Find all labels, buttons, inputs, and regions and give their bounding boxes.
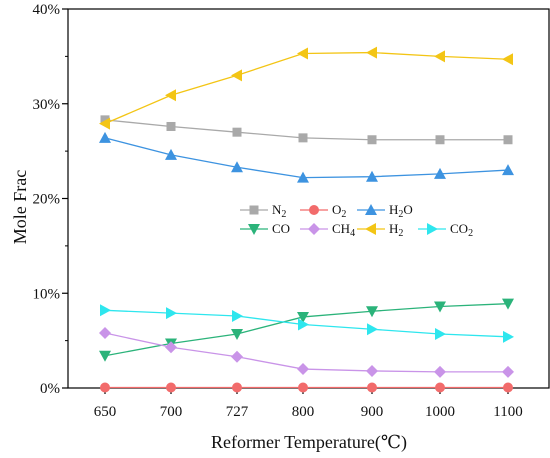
x-tick-label: 800: [292, 404, 315, 420]
x-axis-title: Reformer Temperature(℃): [211, 432, 407, 453]
y-tick-label: 30%: [33, 97, 61, 113]
data-point-ch4: [502, 365, 514, 378]
data-point-h2: [165, 89, 176, 102]
legend: N2 O2 H2O CO CH4 H2 CO2: [240, 202, 473, 239]
series-line-h2: [104, 51, 509, 125]
legend-item-ch4: CH4: [300, 221, 355, 239]
legend-label-co: CO: [272, 221, 290, 236]
legend-item-n2: N2: [240, 202, 286, 220]
y-axis-title: Mole Frac: [10, 170, 30, 244]
data-point-o2: [503, 382, 513, 393]
legend-marker-h2o: [365, 204, 377, 215]
data-point-n2: [435, 135, 445, 145]
data-point-ch4: [99, 327, 111, 340]
legend-marker-o2: [309, 205, 319, 215]
legend-marker-h2: [365, 223, 376, 235]
data-point-n2: [100, 115, 110, 125]
data-point-h2o: [99, 131, 111, 143]
series-lines: [104, 51, 509, 389]
data-point-n2: [503, 135, 513, 145]
data-point-co2: [166, 307, 177, 320]
data-point-h2: [366, 46, 377, 59]
data-point-co: [99, 350, 111, 362]
data-point-o2: [367, 382, 377, 393]
y-tick-label: 20%: [33, 192, 61, 208]
data-point-co2: [435, 327, 446, 340]
legend-label-n2: N2: [272, 202, 286, 220]
data-point-h2: [297, 47, 308, 60]
x-tick-label: 700: [160, 404, 183, 420]
data-point-o2: [166, 382, 176, 393]
data-point-n2: [367, 135, 377, 145]
data-point-co2: [367, 323, 378, 336]
plot-frame: [67, 8, 550, 389]
data-point-h2: [99, 117, 110, 130]
data-point-co: [297, 311, 309, 323]
data-point-co: [231, 328, 243, 340]
data-point-h2: [434, 50, 445, 63]
data-point-o2: [435, 382, 445, 393]
x-tick-label: 900: [361, 404, 384, 420]
y-tick-label: 10%: [33, 286, 61, 302]
series-markers: [99, 46, 514, 393]
legend-label-h2: H2: [389, 221, 403, 239]
legend-label-o2: O2: [332, 202, 346, 220]
legend-marker-co2: [427, 223, 438, 235]
legend-label-h2o: H2O: [389, 202, 413, 220]
data-point-co2: [503, 330, 514, 343]
series-line-co: [104, 303, 509, 357]
data-point-o2: [232, 382, 242, 393]
data-point-ch4: [297, 363, 309, 376]
data-point-ch4: [165, 341, 177, 354]
x-tick-label: 1100: [493, 404, 522, 420]
data-point-co: [502, 298, 514, 310]
data-point-co: [434, 301, 446, 313]
data-point-h2o: [165, 148, 177, 160]
legend-item-co2: CO2: [418, 221, 473, 239]
legend-item-o2: O2: [300, 202, 346, 220]
legend-label-co2: CO2: [450, 221, 473, 239]
data-point-ch4: [366, 364, 378, 377]
legend-marker-n2: [249, 205, 259, 215]
data-point-h2o: [502, 164, 514, 176]
data-point-o2: [298, 382, 308, 393]
data-point-co: [366, 306, 378, 318]
data-point-co2: [100, 304, 111, 317]
data-point-h2: [502, 53, 513, 66]
data-point-h2o: [366, 170, 378, 182]
series-line-h2o: [104, 137, 509, 179]
legend-marker-co: [248, 224, 260, 235]
legend-marker-ch4: [308, 223, 320, 235]
data-point-o2: [100, 382, 110, 393]
x-tick-label: 1000: [425, 404, 455, 420]
data-point-n2: [166, 121, 176, 131]
data-point-n2: [232, 127, 242, 137]
axes: 0% 10% 20% 30% 40% 650 700 727 800 900 1000 1100: [33, 2, 550, 420]
legend-item-h2: H2: [357, 221, 403, 239]
y-tick-label: 40%: [33, 2, 61, 18]
data-point-ch4: [231, 350, 243, 363]
data-point-h2: [231, 69, 242, 82]
data-point-ch4: [434, 365, 446, 378]
data-point-h2o: [297, 171, 309, 183]
data-point-n2: [298, 133, 308, 143]
data-point-co2: [298, 318, 309, 331]
legend-item-h2o: H2O: [357, 202, 413, 220]
x-tick-label: 650: [94, 404, 117, 420]
data-point-h2o: [231, 161, 243, 173]
x-tick-label: 727: [226, 404, 249, 420]
data-point-h2o: [434, 167, 446, 179]
y-tick-label: 0%: [40, 381, 60, 397]
legend-label-ch4: CH4: [332, 221, 355, 239]
data-point-co2: [232, 309, 243, 322]
legend-item-co: CO: [240, 221, 290, 236]
